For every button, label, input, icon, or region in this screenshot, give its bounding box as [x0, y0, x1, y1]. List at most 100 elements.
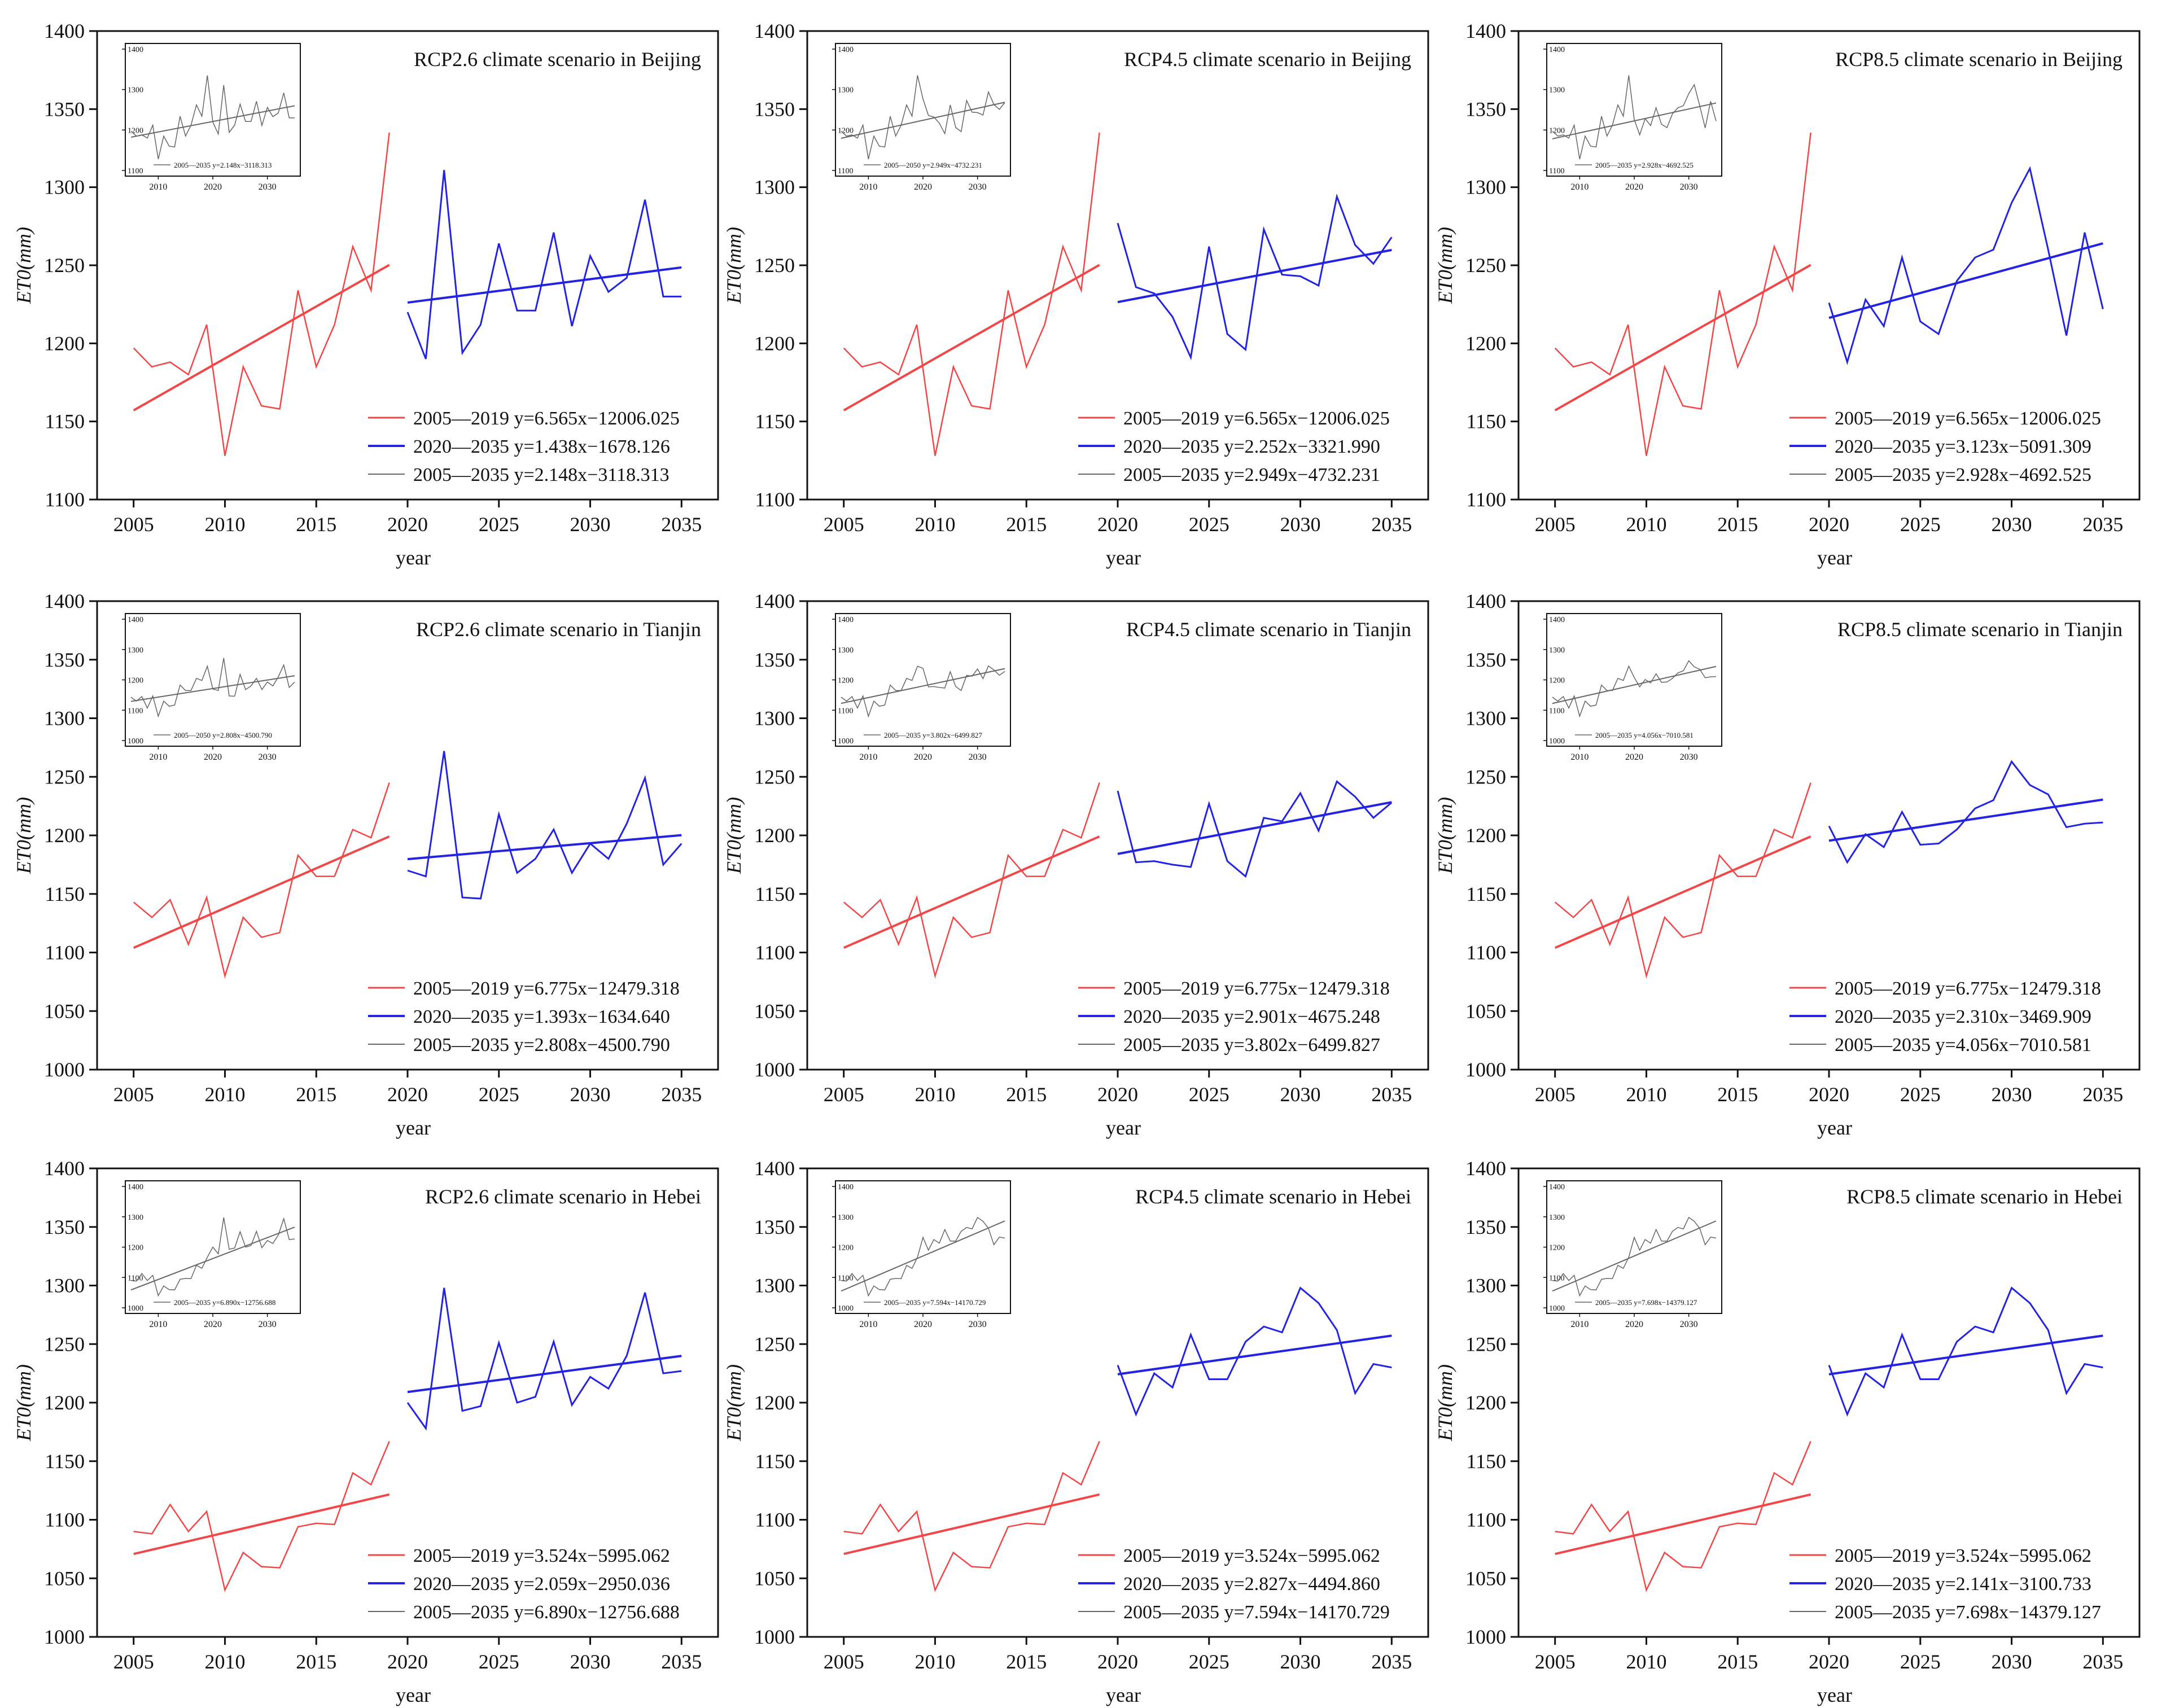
legend-label: 2005—2019 y=3.524x−5995.062 [1123, 1545, 1380, 1566]
inset-x-tick-label: 2030 [1680, 1320, 1698, 1329]
legend-label: 2005—2019 y=6.775x−12479.318 [1835, 978, 2101, 999]
inset-chart: 1000 1100 1200 1300 1400 2010 2020 2030 2005—205… [122, 613, 301, 762]
inset-x-tick-label: 2030 [259, 1320, 277, 1329]
trend-line-2005-2019 [133, 264, 390, 411]
x-tick-label: 2030 [1992, 1650, 2032, 1673]
inset-series-line [841, 1216, 1005, 1297]
inset-y-tick-label: 1300 [838, 86, 854, 95]
series-line-2020-2035 [406, 170, 682, 360]
y-tick-label: 1250 [754, 254, 795, 277]
inset-y-tick-label: 1200 [128, 1244, 143, 1252]
trend-line-2020-2035 [1117, 248, 1392, 304]
y-axis-label: ET0(mm) [723, 1364, 745, 1442]
y-axis-label: ET0(mm) [1434, 227, 1456, 304]
y-tick-label: 1150 [45, 883, 85, 905]
x-tick-label: 2005 [824, 513, 864, 536]
y-tick-label: 1300 [1465, 707, 1506, 730]
trend-line-2005-2019 [1554, 835, 1811, 949]
inset-x-tick-label: 2020 [204, 1320, 222, 1329]
legend-label: 2020—2035 y=2.901x−4675.248 [1123, 1006, 1380, 1027]
x-tick-label: 2010 [914, 513, 955, 536]
chart-panel-1: 1100 1150 1200 1250 1300 1350 1400 2005 2010 2015… [12, 20, 719, 569]
inset-chart: 1100 1200 1300 1400 2010 2020 2030 2005—2035 y=… [1543, 43, 1722, 192]
x-tick-label: 2015 [296, 513, 336, 536]
series-line-2020-2035 [1828, 1286, 2103, 1417]
x-tick-label: 2025 [1189, 513, 1229, 536]
inset-y-tick-label: 1400 [838, 46, 854, 54]
legend-label: 2020—2035 y=1.393x−1634.640 [413, 1006, 670, 1027]
inset-frame [1546, 43, 1722, 177]
legend-label: 2005—2035 y=6.890x−12756.688 [413, 1602, 680, 1623]
y-tick-label: 1350 [754, 98, 795, 120]
inset-y-tick-label: 1400 [838, 616, 854, 624]
y-tick-label: 1100 [755, 941, 795, 964]
chart-title: RCP2.6 climate scenario in Tianjin [416, 618, 701, 641]
x-tick-label: 2025 [1189, 1083, 1229, 1106]
legend-label: 2005—2019 y=6.565x−12006.025 [413, 408, 680, 429]
x-tick-label: 2035 [1371, 513, 1412, 536]
y-tick-label: 1300 [44, 176, 85, 199]
inset-frame [1546, 1180, 1722, 1314]
x-tick-label: 2020 [1809, 1650, 1849, 1673]
x-tick-label: 2010 [204, 1083, 245, 1106]
chart-title: RCP4.5 climate scenario in Beijing [1124, 48, 1411, 71]
inset-frame [835, 43, 1011, 177]
x-tick-label: 2025 [479, 1650, 519, 1673]
series-line-2005-2019 [133, 1440, 390, 1592]
series-line-2020-2035 [1117, 193, 1393, 361]
x-axis-label: year [1106, 1684, 1141, 1706]
inset-y-tick-label: 1400 [128, 616, 143, 624]
legend-label: 2005—2019 y=3.524x−5995.062 [413, 1545, 670, 1566]
y-axis-label: ET0(mm) [723, 227, 745, 304]
inset-frame [1546, 613, 1722, 747]
trend-line-2005-2019 [843, 1493, 1100, 1555]
y-tick-label: 1000 [754, 1058, 795, 1081]
legend-label: 2005—2019 y=3.524x−5995.062 [1835, 1545, 2091, 1566]
inset-y-tick-label: 1400 [1549, 616, 1565, 624]
inset-x-tick-label: 2030 [259, 752, 277, 762]
y-tick-label: 1050 [754, 1000, 795, 1022]
chart-title: RCP8.5 climate scenario in Hebei [1846, 1185, 2123, 1208]
legend-label: 2020—2035 y=2.141x−3100.733 [1835, 1574, 2091, 1595]
x-tick-label: 2035 [2082, 1650, 2123, 1673]
x-tick-label: 2020 [387, 1083, 428, 1106]
x-tick-label: 2030 [570, 1083, 611, 1106]
legend-label: 2005—2035 y=2.928x−4692.525 [1835, 465, 2091, 485]
y-tick-label: 1150 [755, 1450, 795, 1473]
series-line-2020-2035 [406, 1287, 682, 1431]
y-tick-label: 1300 [1465, 1275, 1506, 1297]
x-axis-label: year [1817, 1684, 1852, 1706]
x-tick-label: 2035 [661, 513, 702, 536]
chart-title: RCP8.5 climate scenario in Tianjin [1837, 618, 2123, 641]
y-tick-label: 1200 [1465, 332, 1506, 354]
x-tick-label: 2025 [479, 513, 519, 536]
x-tick-label: 2005 [1535, 513, 1576, 536]
x-tick-label: 2010 [204, 513, 245, 536]
legend-label: 2005—2035 y=3.802x−6499.827 [1123, 1035, 1380, 1056]
y-tick-label: 1000 [1465, 1626, 1506, 1648]
inset-y-tick-label: 1400 [1549, 46, 1565, 54]
inset-y-tick-label: 1200 [1549, 677, 1565, 685]
y-tick-label: 1200 [1465, 1391, 1506, 1414]
x-tick-label: 2010 [1626, 1083, 1666, 1106]
x-tick-label: 2005 [113, 1650, 154, 1673]
series-line-2005-2019 [1554, 782, 1811, 979]
x-tick-label: 2035 [2082, 513, 2123, 536]
x-axis-label: year [396, 546, 431, 569]
x-axis-label: year [1817, 1116, 1852, 1139]
chart-title: RCP4.5 climate scenario in Tianjin [1126, 618, 1411, 641]
inset-legend-label: 2005—2050 y=2.808x−4500.790 [174, 731, 272, 739]
x-tick-label: 2015 [1717, 1650, 1758, 1673]
y-tick-label: 1100 [45, 941, 85, 964]
legend-label: 2020—2035 y=2.059x−2950.036 [413, 1574, 670, 1595]
inset-y-tick-label: 1100 [838, 707, 853, 715]
inset-y-tick-label: 1200 [128, 126, 143, 135]
x-tick-label: 2020 [1097, 513, 1138, 536]
y-axis-label: ET0(mm) [12, 227, 35, 304]
y-tick-label: 1150 [45, 1450, 85, 1473]
trend-line-2020-2035 [1828, 242, 2103, 319]
y-tick-label: 1200 [754, 332, 795, 354]
chart-title: RCP8.5 climate scenario in Beijing [1835, 48, 2123, 71]
